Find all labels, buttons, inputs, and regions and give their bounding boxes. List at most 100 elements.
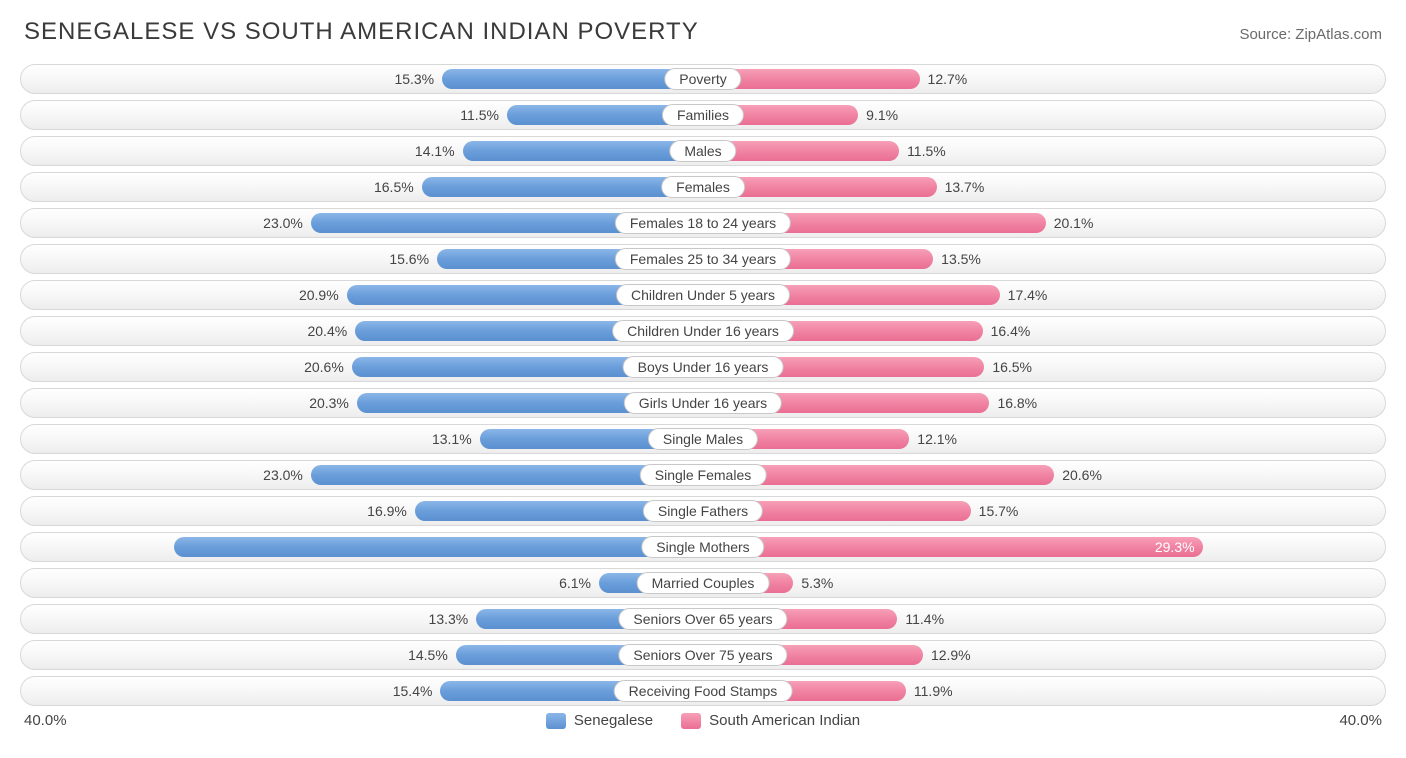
value-label-right: 12.1%	[909, 431, 957, 447]
chart-row: 20.6%16.5%Boys Under 16 years	[20, 352, 1386, 382]
category-label: Girls Under 16 years	[624, 392, 782, 414]
category-label: Males	[669, 140, 736, 162]
bar-right: 29.3%	[703, 537, 1203, 557]
row-right-half: 15.7%	[703, 497, 1385, 525]
bar-left: 31.0%	[174, 537, 703, 557]
category-label: Seniors Over 65 years	[618, 608, 787, 630]
legend-label-right: South American Indian	[709, 712, 860, 729]
value-label-left: 15.6%	[389, 251, 437, 267]
category-label: Females 18 to 24 years	[615, 212, 791, 234]
row-left-half: 11.5%	[21, 101, 703, 129]
row-right-half: 9.1%	[703, 101, 1385, 129]
value-label-left: 11.5%	[460, 107, 507, 123]
value-label-right: 20.6%	[1054, 467, 1102, 483]
row-left-half: 6.1%	[21, 569, 703, 597]
value-label-right: 11.9%	[906, 683, 953, 699]
value-label-right: 17.4%	[1000, 287, 1048, 303]
value-label-right: 12.7%	[920, 71, 968, 87]
value-label-right: 16.8%	[989, 395, 1037, 411]
chart-row: 11.5%9.1%Families	[20, 100, 1386, 130]
axis-max-right: 40.0%	[1339, 712, 1382, 729]
chart-row: 13.1%12.1%Single Males	[20, 424, 1386, 454]
row-right-half: 20.6%	[703, 461, 1385, 489]
chart-source: Source: ZipAtlas.com	[1239, 26, 1382, 43]
value-label-left: 20.3%	[309, 395, 357, 411]
category-label: Seniors Over 75 years	[618, 644, 787, 666]
category-label: Females 25 to 34 years	[615, 248, 791, 270]
chart-title: SENEGALESE VS SOUTH AMERICAN INDIAN POVE…	[24, 18, 699, 46]
category-label: Children Under 16 years	[612, 320, 794, 342]
row-right-half: 16.4%	[703, 317, 1385, 345]
legend: Senegalese South American Indian	[546, 712, 860, 729]
chart-header: SENEGALESE VS SOUTH AMERICAN INDIAN POVE…	[20, 18, 1386, 46]
value-label-right: 11.4%	[897, 611, 944, 627]
category-label: Single Fathers	[643, 500, 763, 522]
value-label-right: 16.4%	[983, 323, 1031, 339]
chart-footer: 40.0% Senegalese South American Indian 4…	[20, 712, 1386, 729]
category-label: Single Mothers	[641, 536, 764, 558]
legend-label-left: Senegalese	[574, 712, 653, 729]
value-label-right: 16.5%	[984, 359, 1032, 375]
value-label-right: 20.1%	[1046, 215, 1094, 231]
legend-swatch-left	[546, 713, 566, 729]
row-right-half: 12.1%	[703, 425, 1385, 453]
value-label-left: 15.4%	[393, 683, 441, 699]
chart-row: 15.6% 13.5% Females 25 to 34 years	[20, 244, 1386, 274]
chart-row: 14.5% 12.9% Seniors Over 75 years	[20, 640, 1386, 670]
value-label-left: 20.9%	[299, 287, 347, 303]
value-label-left: 14.1%	[415, 143, 463, 159]
row-right-half: 11.4%	[703, 605, 1385, 633]
chart-row: 6.1% 5.3% Married Couples	[20, 568, 1386, 598]
row-left-half: 15.3%	[21, 65, 703, 93]
value-label-right: 11.5%	[899, 143, 946, 159]
value-label-left: 14.5%	[408, 647, 456, 663]
chart-row: 16.5% 13.7% Females	[20, 172, 1386, 202]
row-left-half: 16.5%	[21, 173, 703, 201]
value-label-right: 13.5%	[933, 251, 981, 267]
row-left-half: 15.6%	[21, 245, 703, 273]
chart-row: 20.3% 16.8% Girls Under 16 years	[20, 388, 1386, 418]
value-label-left: 13.1%	[432, 431, 480, 447]
row-left-half: 15.4%	[21, 677, 703, 705]
category-label: Children Under 5 years	[616, 284, 790, 306]
row-right-half: 11.5%	[703, 137, 1385, 165]
category-label: Single Females	[640, 464, 767, 486]
category-label: Females	[661, 176, 745, 198]
row-right-half: 12.9%	[703, 641, 1385, 669]
chart-row: 15.3%12.7%Poverty	[20, 64, 1386, 94]
row-left-half: 20.4%	[21, 317, 703, 345]
chart-row: 23.0% 20.1% Females 18 to 24 years	[20, 208, 1386, 238]
chart-row: 14.1% 11.5% Males	[20, 136, 1386, 166]
category-label: Married Couples	[637, 572, 770, 594]
row-right-half: 13.7%	[703, 173, 1385, 201]
row-left-half: 20.9%	[21, 281, 703, 309]
value-label-left: 23.0%	[263, 215, 311, 231]
row-left-half: 20.3%	[21, 389, 703, 417]
value-label-left: 23.0%	[263, 467, 311, 483]
value-label-right: 5.3%	[793, 575, 833, 591]
value-label-left: 13.3%	[429, 611, 477, 627]
row-left-half: 14.5%	[21, 641, 703, 669]
value-label-left: 15.3%	[394, 71, 442, 87]
chart-row: 13.3% 11.4% Seniors Over 65 years	[20, 604, 1386, 634]
value-label-left: 16.9%	[367, 503, 415, 519]
row-right-half: 29.3%	[703, 533, 1385, 561]
value-label-right: 12.9%	[923, 647, 971, 663]
diverging-bar-chart: 15.3%12.7%Poverty11.5%9.1%Families14.1%1…	[20, 64, 1386, 706]
bar-left: 14.1%	[463, 141, 703, 161]
category-label: Receiving Food Stamps	[614, 680, 793, 702]
category-label: Boys Under 16 years	[623, 356, 784, 378]
row-left-half: 23.0%	[21, 209, 703, 237]
legend-swatch-right	[681, 713, 701, 729]
row-right-half: 16.8%	[703, 389, 1385, 417]
row-right-half: 5.3%	[703, 569, 1385, 597]
chart-row: 16.9% 15.7%Single Fathers	[20, 496, 1386, 526]
value-label-left: 16.5%	[374, 179, 422, 195]
row-right-half: 20.1%	[703, 209, 1385, 237]
chart-row: 31.0%29.3%Single Mothers	[20, 532, 1386, 562]
chart-row: 20.9% 17.4% Children Under 5 years	[20, 280, 1386, 310]
value-label-right: 13.7%	[937, 179, 985, 195]
legend-item-right: South American Indian	[681, 712, 860, 729]
row-left-half: 16.9%	[21, 497, 703, 525]
value-label-left: 6.1%	[559, 575, 599, 591]
